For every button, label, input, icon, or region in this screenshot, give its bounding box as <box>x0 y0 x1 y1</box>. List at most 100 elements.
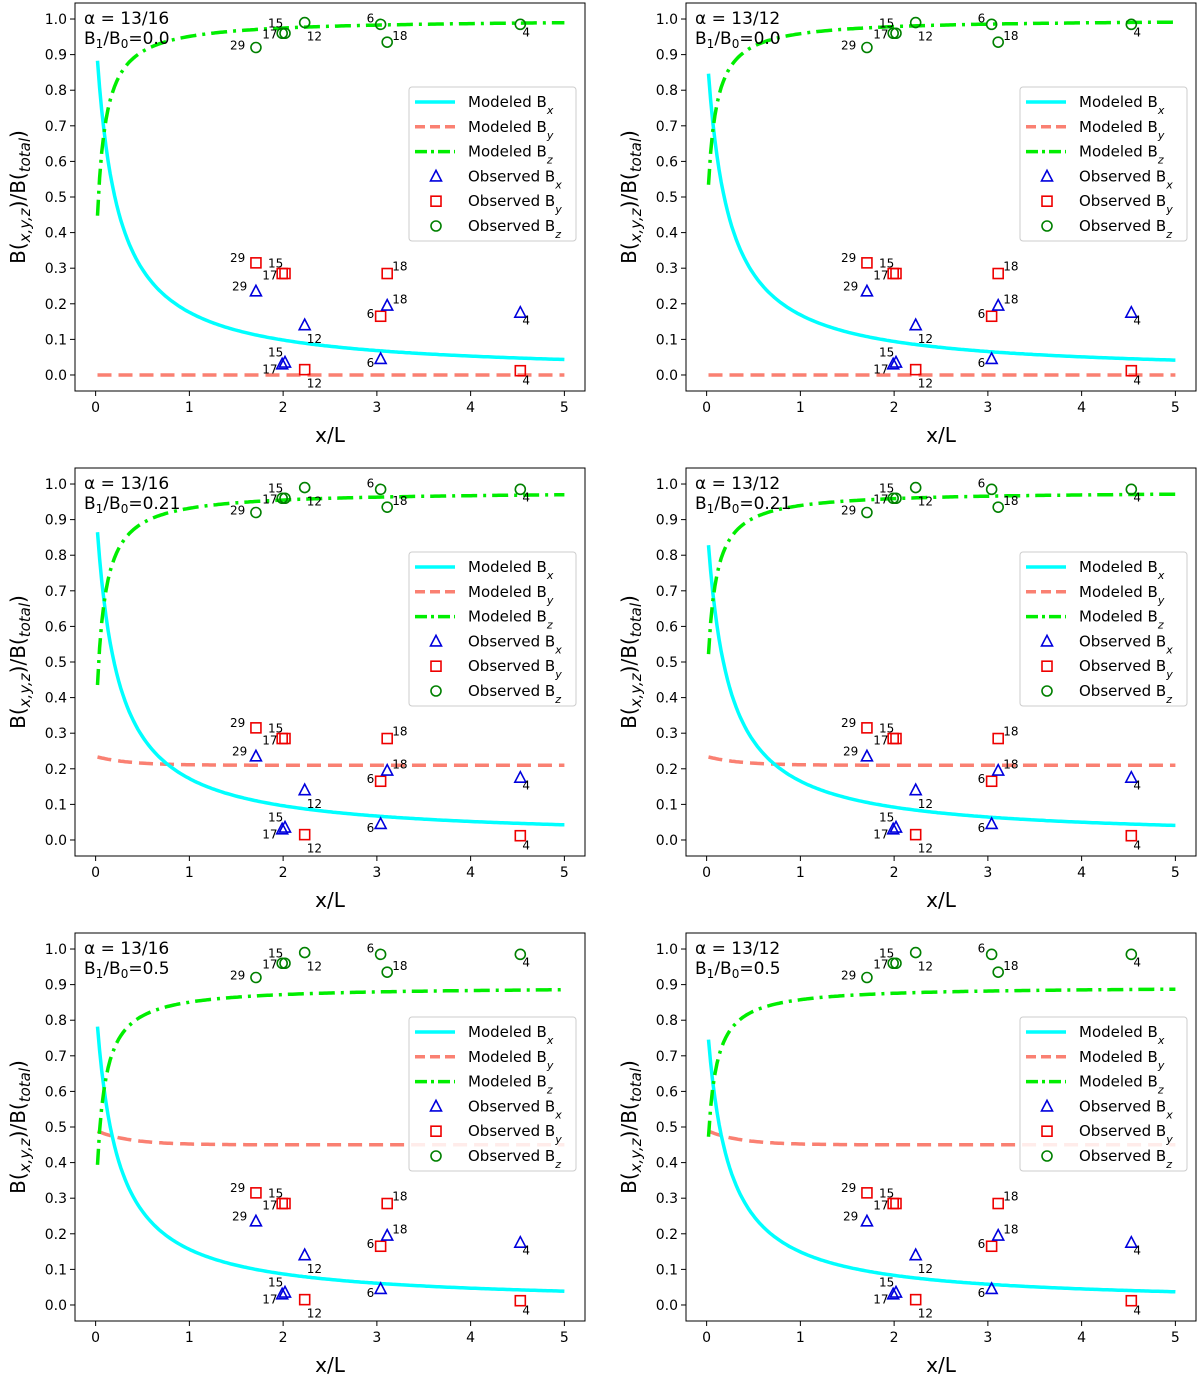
x-tick-label: 1 <box>796 1330 805 1346</box>
point-label: 15 <box>268 346 283 360</box>
point-label: 17 <box>873 734 888 748</box>
legend-modeled-bz-label: Modeled Bz <box>468 1073 553 1097</box>
observed-by-marker <box>909 1293 922 1306</box>
point-label: 29 <box>230 716 245 730</box>
curves <box>95 493 565 827</box>
observed-bx-marker <box>1124 1234 1139 1248</box>
x-tick-label: 3 <box>983 400 992 416</box>
observed-by-marker <box>298 363 311 376</box>
observed-bz-marker <box>1125 483 1138 496</box>
point-label: 29 <box>843 1209 858 1223</box>
observed-bz-marker <box>514 483 527 496</box>
y-tick-label: 0.0 <box>656 368 678 384</box>
observed-bx-marker <box>278 819 292 833</box>
x-tick-label: 5 <box>1171 865 1180 881</box>
observed-bx-marker <box>984 1281 999 1295</box>
point-label: 12 <box>918 1262 933 1276</box>
chart-panel-3: 0 1 2 3 4 50.00.10.20.30.40.50.60.70.80.91.0x… <box>6 467 586 912</box>
observed-bz-marker <box>861 506 873 519</box>
observed-bx-marker <box>297 782 312 796</box>
point-label: 15 <box>268 257 283 271</box>
point-label: 18 <box>1003 959 1018 973</box>
y-tick-label: 0.3 <box>45 261 67 277</box>
legend-observed-bz-label: Observed Bz <box>1079 1147 1172 1171</box>
y-tick-label: 0.4 <box>656 226 678 242</box>
legend-observed-bz-swatch <box>1041 220 1053 232</box>
modeled-bz-line <box>95 987 565 1165</box>
observed-by-marker <box>887 732 899 745</box>
legend-observed-bx-label: Observed Bx <box>468 1097 562 1121</box>
y-tick-label: 0.1 <box>45 797 67 813</box>
y-tick-label: 0.0 <box>656 833 678 849</box>
point-label: 18 <box>392 725 407 739</box>
point-label: 6 <box>367 356 375 370</box>
y-tick-label: 0.9 <box>656 978 678 994</box>
point-label: 29 <box>230 968 245 982</box>
legend-modeled-bz-label: Modeled Bz <box>1079 608 1164 632</box>
x-tick-label: 1 <box>796 400 805 416</box>
observed-bx-marker <box>886 356 901 370</box>
point-label: 6 <box>367 1237 375 1251</box>
observed-by-marker <box>276 267 288 280</box>
point-label: 29 <box>230 1181 245 1195</box>
legend-observed-bz-label: Observed Bz <box>468 682 561 706</box>
observed-bz-marker <box>298 16 311 29</box>
y-tick-label: 0.8 <box>656 1013 678 1029</box>
point-label: 15 <box>268 1187 283 1201</box>
y-tick-label: 0.7 <box>45 119 67 135</box>
point-label: 18 <box>1003 758 1018 772</box>
y-tick-label: 0.8 <box>45 83 67 99</box>
y-tick-label: 0.4 <box>45 1156 67 1172</box>
observed-bz-marker <box>909 946 922 959</box>
y-tick-label: 0.4 <box>45 226 67 242</box>
point-label: 17 <box>262 1292 277 1306</box>
point-label: 12 <box>307 842 322 856</box>
legend-observed-bx-swatch <box>429 168 443 182</box>
point-label: 4 <box>522 25 530 39</box>
observed-by-marker <box>514 364 527 377</box>
point-label: 15 <box>268 811 283 825</box>
point-label: 17 <box>873 269 888 283</box>
observed-bz-marker <box>985 483 998 496</box>
observed-bx-marker <box>275 356 290 370</box>
point-label: 12 <box>918 495 933 509</box>
observed-bz-marker <box>861 971 873 984</box>
legend-modeled-bz-label: Modeled Bz <box>468 608 553 632</box>
point-label: 29 <box>232 744 247 758</box>
point-label: 6 <box>978 1286 986 1300</box>
observed-bz-marker <box>298 481 311 494</box>
legend-observed-bz-swatch <box>430 1150 442 1162</box>
observed-bx-marker <box>889 1284 903 1298</box>
y-tick-label: 0.9 <box>656 513 678 529</box>
legend-observed-by-label: Observed By <box>1079 192 1173 216</box>
legend-observed-bx-swatch <box>429 633 443 647</box>
point-label: 29 <box>232 1209 247 1223</box>
alpha-annotation: α = 13/16 <box>84 939 169 959</box>
point-label: 18 <box>1003 293 1018 307</box>
alpha-annotation: α = 13/16 <box>84 474 169 494</box>
y-tick-label: 1.0 <box>656 942 678 958</box>
modeled-bz-line <box>95 493 565 686</box>
point-label: 15 <box>268 1276 283 1290</box>
observed-bz-marker <box>514 948 527 961</box>
observed-bx-marker <box>278 1284 292 1298</box>
observed-bx-marker <box>249 748 263 762</box>
point-label: 18 <box>392 293 407 307</box>
observed-bz-marker <box>992 501 1004 513</box>
modeled-bx-line <box>706 545 1176 828</box>
observed-bx-marker <box>908 782 923 796</box>
point-label: 4 <box>1133 779 1141 793</box>
point-label: 29 <box>841 1181 856 1195</box>
alpha-annotation: α = 13/12 <box>695 474 780 494</box>
x-tick-label: 3 <box>983 1330 992 1346</box>
observed-bx-marker <box>373 351 388 365</box>
point-label: 6 <box>367 476 375 490</box>
legend-observed-by-swatch <box>430 660 442 673</box>
point-label: 29 <box>841 968 856 982</box>
observed-by-marker <box>985 775 998 788</box>
